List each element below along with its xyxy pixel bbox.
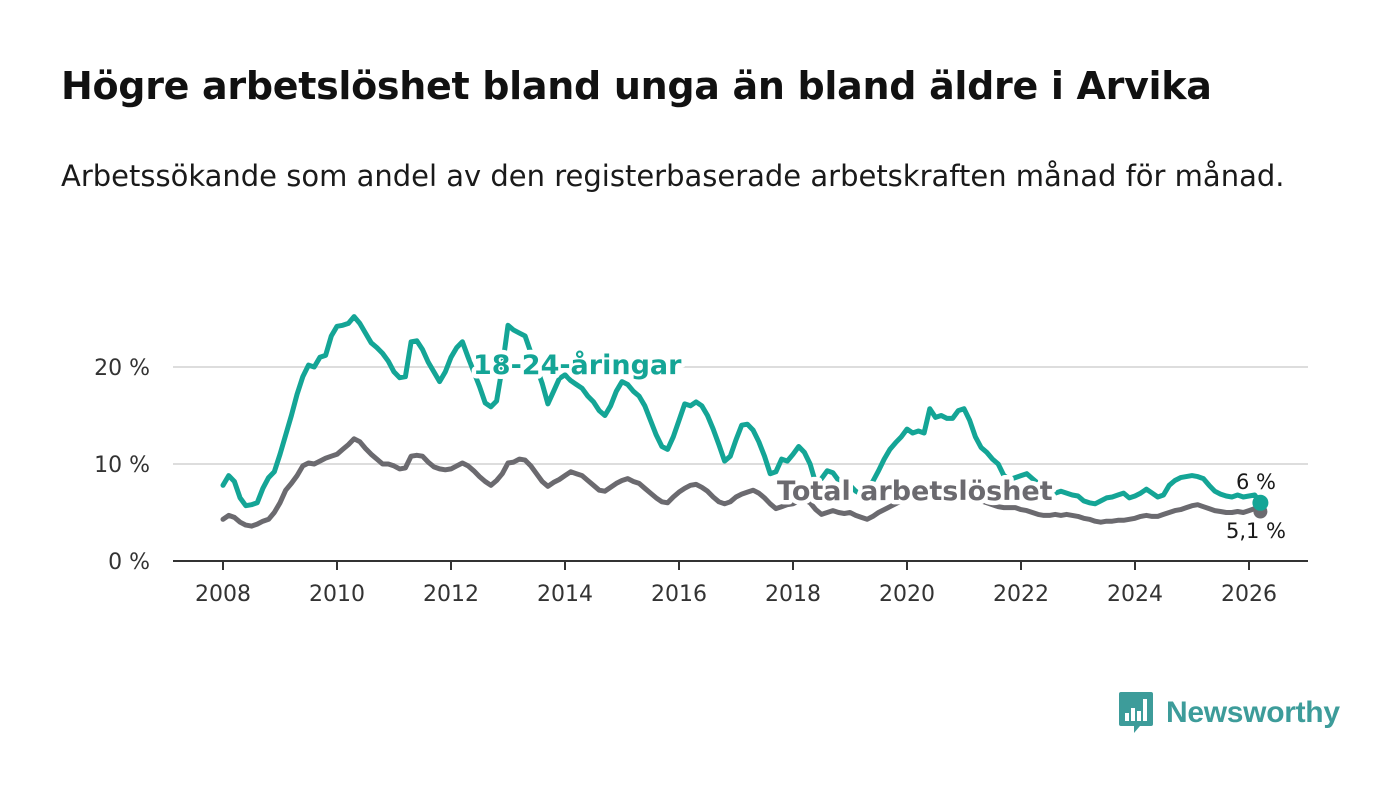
y-tick-label: 0 % [108, 550, 150, 575]
end-label-youth: 6 % [1236, 470, 1276, 494]
x-tick-label: 2018 [765, 582, 821, 607]
y-tick-label: 10 % [94, 453, 150, 478]
brand-name: Newsworthy [1166, 696, 1340, 729]
bar-chart-speech-bubble-icon [1119, 692, 1153, 733]
x-tick-label: 2010 [309, 582, 365, 607]
x-tick-label: 2022 [993, 582, 1049, 607]
chart-subtitle: Arbetssökande som andel av den registerb… [61, 159, 1285, 193]
x-tick-label: 2012 [423, 582, 479, 607]
y-tick-label: 20 % [94, 356, 150, 381]
x-tick-label: 2024 [1107, 582, 1163, 607]
x-tick-label: 2026 [1221, 582, 1277, 607]
end-point-youth [1252, 494, 1269, 511]
newsworthy-logo[interactable]: Newsworthy [1118, 690, 1340, 736]
x-tick-label: 2016 [651, 582, 707, 607]
chart-title: Högre arbetslöshet bland unga än bland ä… [61, 64, 1212, 108]
series-line-total [220, 436, 1263, 529]
x-tick-label: 2014 [537, 582, 593, 607]
series-label-total: Total arbetslöshet [777, 476, 1053, 507]
x-tick-label: 2020 [879, 582, 935, 607]
series-label-youth: 18-24-åringar [473, 349, 682, 381]
x-tick-label: 2008 [195, 582, 251, 607]
end-label-total: 5,1 % [1226, 519, 1286, 543]
series-line-youth [220, 314, 1263, 509]
